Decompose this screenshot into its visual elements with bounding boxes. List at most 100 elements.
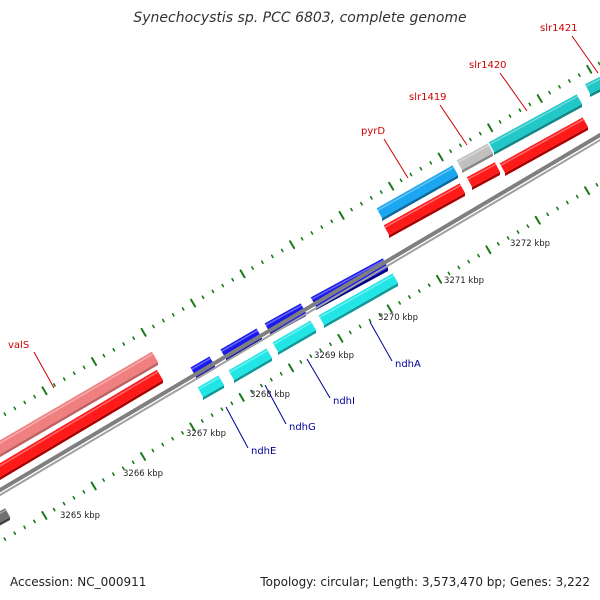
outer-tick (399, 178, 403, 183)
gene-slr1420-bar (488, 94, 582, 155)
inner-tick (189, 422, 196, 432)
gene-ndh-inner-bar (318, 273, 398, 328)
outer-tick (270, 254, 274, 259)
gene-cds-bar (466, 162, 500, 190)
outer-tick (140, 327, 147, 337)
inner-tick (250, 389, 253, 394)
outer-tick (379, 190, 383, 194)
outer-tick (201, 295, 205, 300)
gene-features (0, 76, 600, 526)
label-leader-line (264, 384, 287, 425)
outer-tick (53, 383, 56, 387)
outer-tick (122, 342, 126, 346)
gene-label-valS[interactable]: valS (8, 340, 29, 351)
inner-tick (151, 448, 155, 453)
outer-tick (102, 353, 106, 358)
inner-tick (584, 186, 591, 196)
inner-tick (23, 525, 27, 530)
outer-tick (190, 298, 197, 308)
inner-tick (398, 301, 402, 305)
label-leader-line (499, 72, 528, 112)
outer-tick (548, 90, 552, 95)
outer-tick (161, 318, 165, 323)
inner-tick (171, 436, 175, 441)
outer-tick (360, 201, 363, 206)
outer-tick (310, 231, 314, 235)
inner-tick (181, 430, 184, 435)
outer-tick (320, 225, 324, 229)
inner-tick (329, 342, 332, 347)
inner-tick (33, 519, 36, 524)
inner-tick (546, 212, 550, 217)
outer-tick (478, 131, 482, 136)
inner-tick (52, 507, 56, 512)
gene-labels: valS pyrD slr1419 slr1420 slr1421 ndhE ndhG ndh… (8, 23, 599, 457)
outer-tick (568, 79, 571, 83)
gene-label-slr1419[interactable]: slr1419 (409, 92, 447, 103)
inner-tick (485, 245, 492, 255)
gene-ndh-inner-bar (272, 320, 316, 355)
outer-tick (586, 64, 593, 74)
inner-tick (457, 265, 461, 270)
gene-label-ndhE[interactable]: ndhE (251, 446, 276, 457)
scale-label: 3269 kbp (314, 351, 354, 361)
outer-tick (181, 307, 185, 311)
outer-tick (508, 114, 512, 118)
inner-tick (417, 289, 421, 293)
gene-label-slr1420[interactable]: slr1420 (469, 60, 507, 71)
scale-label: 3270 kbp (378, 313, 418, 323)
outer-tick (289, 240, 296, 250)
label-leader-line (225, 406, 249, 449)
inner-tick (408, 295, 411, 299)
outer-tick (260, 260, 264, 265)
gene-label-pyrD[interactable]: pyrD (361, 126, 385, 137)
outer-tick (3, 412, 7, 416)
inner-tick (72, 495, 76, 500)
outer-tick (91, 357, 98, 366)
inner-tick (102, 478, 105, 482)
inner-tick (230, 401, 234, 406)
inner-tick (386, 304, 393, 314)
outer-tick (62, 377, 66, 381)
inner-tick (200, 419, 204, 423)
gene-label-ndhI[interactable]: ndhI (333, 396, 355, 407)
gene-label-slr1421[interactable]: slr1421 (540, 23, 578, 34)
gene-cds-bar (0, 369, 163, 481)
outer-tick (211, 289, 215, 294)
outer-tick (577, 73, 581, 77)
scale-label: 3267 kbp (186, 429, 226, 439)
inner-tick (319, 348, 323, 352)
gene-label-ndhG[interactable]: ndhG (289, 422, 316, 433)
inner-tick (496, 242, 500, 246)
label-leader-line (33, 351, 55, 389)
scale-label: 3272 kbp (510, 239, 550, 249)
gene-grey-bar (0, 508, 10, 526)
inner-tick (378, 312, 382, 317)
gene-ndh-inner-bar (228, 348, 272, 383)
outer-tick (221, 283, 225, 288)
tick-marks (3, 61, 600, 541)
outer-tick (23, 400, 27, 405)
inner-tick (595, 182, 599, 187)
inner-tick (575, 194, 579, 199)
inner-tick (299, 360, 303, 364)
outer-tick (459, 143, 462, 148)
outer-tick (449, 149, 452, 153)
inner-tick (565, 200, 569, 205)
inner-tick (279, 371, 283, 376)
inner-tick (427, 283, 431, 288)
inner-tick (477, 253, 480, 258)
backbone-line (0, 138, 600, 497)
outer-tick (429, 160, 433, 165)
gene-label-ndhA[interactable]: ndhA (395, 359, 421, 370)
inner-tick (139, 451, 147, 461)
scale-label: 3271 kbp (444, 276, 484, 286)
gene-valS-bar (0, 351, 158, 458)
inner-tick (337, 333, 344, 343)
accession-text: Accession: NC_000911 (10, 575, 147, 589)
outer-tick (82, 365, 86, 370)
outer-tick (409, 172, 413, 177)
inner-tick (260, 383, 263, 388)
backbone-line (0, 132, 600, 493)
outer-tick (239, 269, 246, 279)
